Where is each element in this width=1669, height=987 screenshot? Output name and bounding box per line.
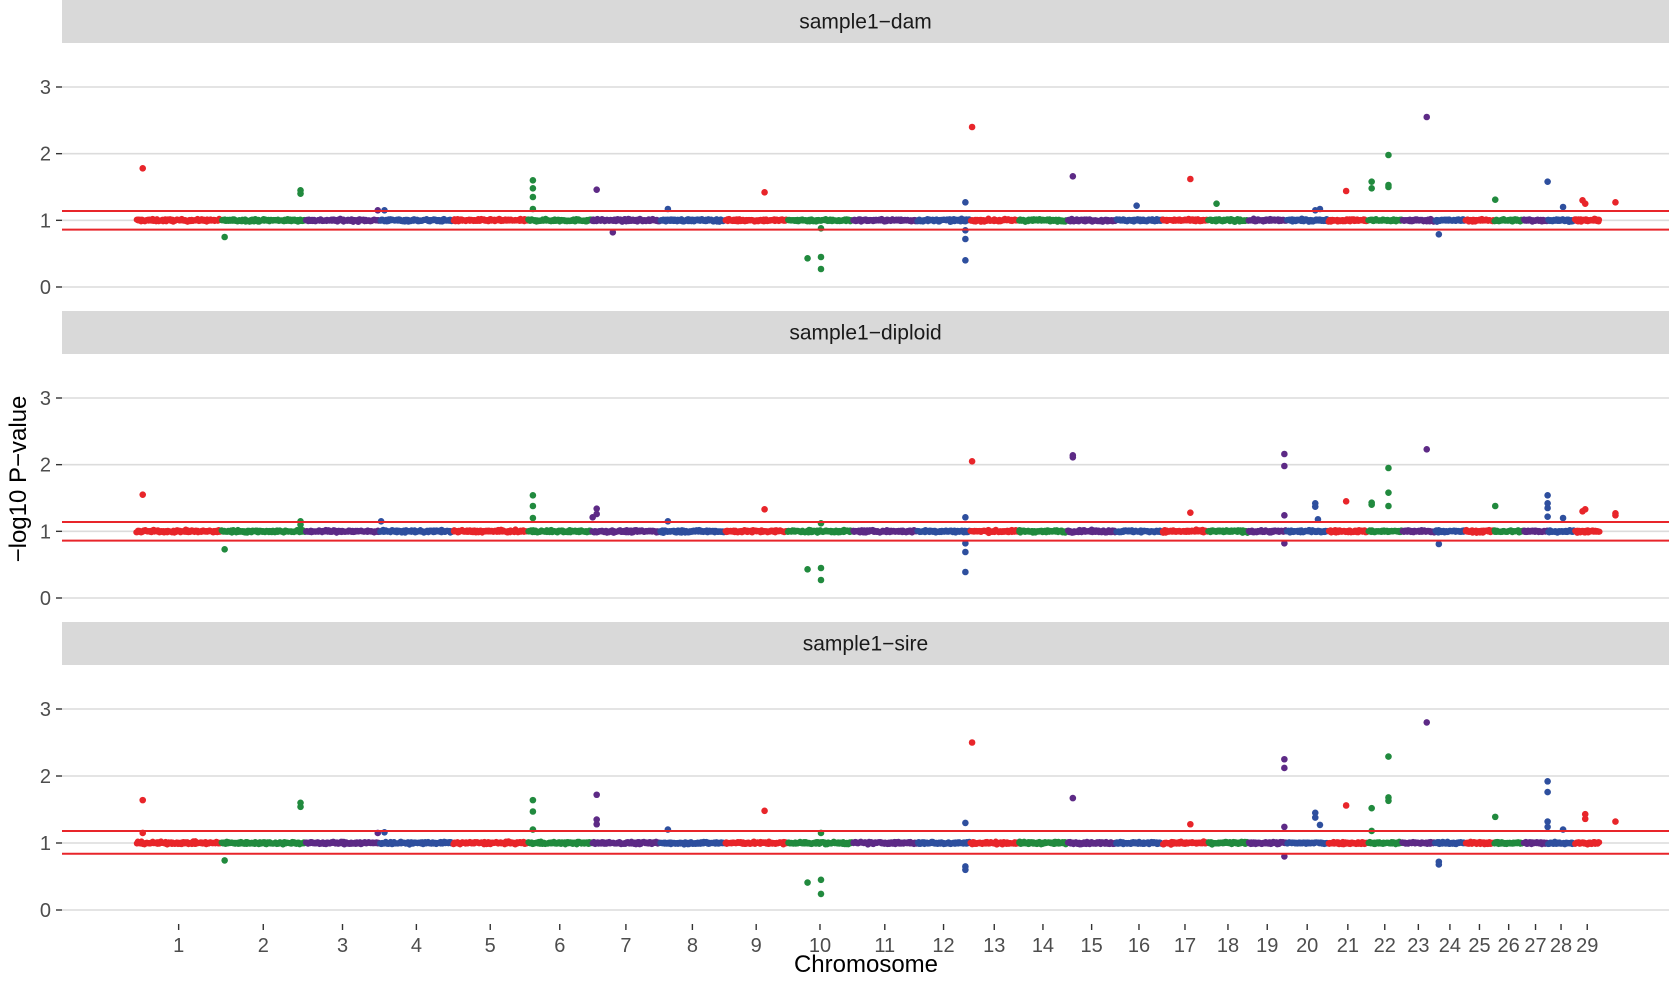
data-point bbox=[1581, 200, 1589, 207]
data-point bbox=[1435, 540, 1443, 548]
data-point bbox=[962, 257, 969, 264]
data-point bbox=[1559, 203, 1567, 211]
y-tick-label: 3 bbox=[40, 77, 51, 99]
x-axis-label: Chromosome bbox=[794, 951, 938, 978]
data-point bbox=[529, 492, 537, 499]
data-point bbox=[589, 514, 596, 521]
data-point bbox=[1069, 454, 1077, 461]
facet-strip-title: sample1−dam bbox=[799, 11, 932, 34]
data-point bbox=[962, 548, 969, 556]
data-point bbox=[221, 233, 228, 241]
data-point bbox=[817, 564, 825, 572]
data-point bbox=[1544, 492, 1551, 499]
data-point bbox=[1342, 498, 1350, 505]
data-point bbox=[1544, 504, 1551, 512]
y-tick-label: 0 bbox=[40, 900, 51, 922]
data-point bbox=[1385, 151, 1392, 159]
data-point bbox=[1213, 200, 1220, 207]
y-axis-label: −log10 P−value bbox=[5, 396, 32, 563]
data-point bbox=[962, 514, 969, 521]
data-point bbox=[1281, 462, 1288, 470]
data-point bbox=[1368, 178, 1375, 185]
data-point bbox=[221, 546, 228, 553]
data-point bbox=[1596, 528, 1603, 535]
y-tick-label: 0 bbox=[40, 277, 51, 299]
data-point bbox=[1385, 183, 1392, 191]
y-tick-label: 2 bbox=[40, 455, 51, 477]
data-point bbox=[1595, 216, 1603, 223]
data-point bbox=[1187, 175, 1194, 183]
data-point bbox=[529, 502, 537, 510]
data-point bbox=[1187, 509, 1194, 516]
y-tick-label: 2 bbox=[40, 144, 51, 166]
data-point bbox=[968, 458, 976, 465]
data-point bbox=[761, 506, 768, 513]
facet-strip-title: sample1−diploid bbox=[789, 322, 941, 345]
data-point bbox=[804, 255, 811, 262]
data-point bbox=[139, 165, 147, 172]
data-point bbox=[1385, 502, 1392, 510]
data-point bbox=[1423, 446, 1431, 453]
data-point bbox=[962, 235, 969, 243]
facet-panel: sample1−sire 0 1 2 3 bbox=[40, 622, 1669, 922]
data-point bbox=[1423, 113, 1431, 121]
data-point bbox=[962, 199, 969, 206]
data-point bbox=[1069, 173, 1077, 180]
data-point bbox=[817, 253, 825, 261]
data-point bbox=[1133, 202, 1140, 209]
y-tick-label: 1 bbox=[40, 833, 51, 855]
data-point bbox=[529, 177, 537, 184]
data-point bbox=[1281, 512, 1288, 519]
data-point bbox=[593, 186, 600, 193]
data-point bbox=[1581, 506, 1589, 513]
facet-strip-title: sample1−sire bbox=[803, 633, 928, 656]
data-point bbox=[804, 566, 811, 573]
data-point bbox=[962, 568, 969, 576]
facet-panel: sample1−diploid 0 1 2 3 bbox=[40, 311, 1669, 610]
data-point bbox=[529, 193, 537, 201]
data-point bbox=[968, 123, 976, 131]
data-point bbox=[817, 576, 825, 584]
data-point bbox=[297, 187, 304, 194]
data-point bbox=[1368, 185, 1375, 192]
y-tick-label: 2 bbox=[40, 766, 51, 788]
data-point bbox=[1544, 513, 1551, 520]
y-tick-label: 0 bbox=[40, 588, 51, 610]
data-point bbox=[817, 265, 825, 273]
data-point bbox=[529, 514, 537, 522]
data-point bbox=[1612, 512, 1619, 519]
data-point bbox=[1281, 450, 1288, 458]
data-point bbox=[1612, 199, 1619, 206]
data-point bbox=[1368, 501, 1375, 508]
data-point bbox=[1491, 196, 1499, 203]
y-tick-label: 1 bbox=[40, 210, 51, 232]
data-point bbox=[1559, 514, 1567, 522]
y-tick-label: 3 bbox=[40, 699, 51, 721]
data-point bbox=[529, 185, 537, 192]
data-point bbox=[1544, 178, 1551, 185]
data-point bbox=[761, 189, 768, 196]
data-point bbox=[1435, 231, 1443, 238]
y-tick-label: 1 bbox=[40, 521, 51, 543]
data-point bbox=[1342, 187, 1350, 195]
data-point bbox=[139, 491, 147, 498]
data-point bbox=[1311, 503, 1319, 510]
y-tick-label: 3 bbox=[40, 388, 51, 410]
data-point bbox=[1385, 489, 1392, 496]
facet-panel: sample1−dam 0 1 2 3 bbox=[40, 0, 1669, 299]
data-point bbox=[1385, 464, 1392, 472]
facet-strip bbox=[62, 0, 1669, 43]
data-point bbox=[1491, 502, 1499, 510]
